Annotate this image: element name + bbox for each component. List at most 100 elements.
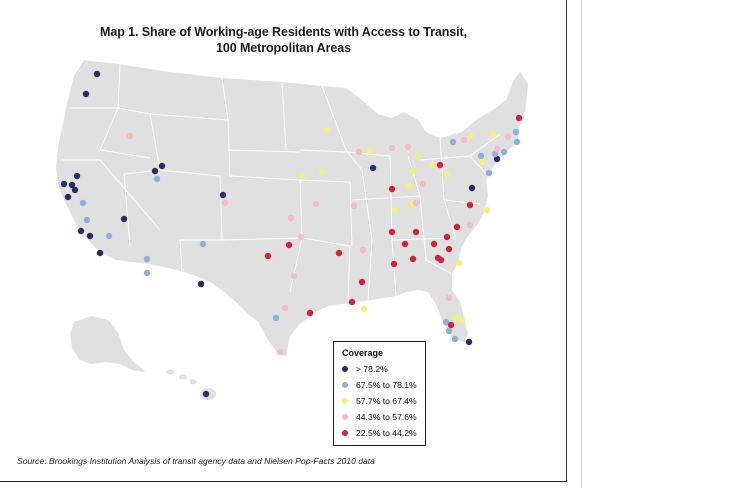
metro-dot [468,184,476,192]
legend-title: Coverage [342,348,384,358]
metro-dot [264,252,272,260]
metro-dot [350,202,358,210]
legend-swatch [342,382,348,388]
legend-label: > 78.2% [356,364,388,374]
contiguous-us-shape [56,60,528,356]
metro-dot [493,155,501,163]
alaska-shape [70,316,146,372]
metro-dot [404,143,412,151]
legend: Coverage > 78.2% 67.5% to 78.1% 57.7% to… [333,341,426,446]
metro-dot [477,152,485,160]
metro-dot [355,148,363,156]
metro-dot [504,133,512,141]
metro-dot [60,180,68,188]
metro-dot [452,314,460,322]
legend-swatch [342,366,348,372]
metro-dot [219,191,227,199]
metro-dot [500,148,508,156]
metro-dot [409,167,417,175]
metro-dot [419,180,427,188]
map-title-line1: Map 1. Share of Working-age Residents wi… [100,25,467,39]
metro-dot [285,241,293,249]
metro-dot [96,249,104,257]
metro-dot [409,255,417,263]
metro-dot [83,216,91,224]
metro-dot [391,206,399,214]
metro-dot [437,256,445,264]
metro-dot [158,162,166,170]
metro-dot [202,390,210,398]
metro-dot [465,338,473,346]
metro-dot [412,199,420,207]
map-title: Map 1. Share of Working-age Residents wi… [0,24,567,56]
metro-dot [126,132,134,140]
metro-dot [153,175,161,183]
metro-dot [390,260,398,268]
legend-item: 22.5% to 44.2% [342,427,417,439]
metro-dot [197,280,205,288]
legend-label: 22.5% to 44.2% [356,428,417,438]
state-borders [62,63,501,301]
metro-dot [443,233,451,241]
metro-dot [442,318,450,326]
metro-dot [366,146,374,154]
metro-dot [221,199,229,207]
metro-dot [489,130,497,138]
metro-dot [93,70,101,78]
source-note: Source: Brookings Institution Analysis o… [17,456,375,466]
metro-dot [388,144,396,152]
metro-dot [199,240,207,248]
metro-dot [513,138,521,146]
metro-dot [455,259,463,267]
metro-dot [466,201,474,209]
metro-dot [71,186,79,194]
metro-dot [348,298,356,306]
metro-dot [491,150,499,158]
legend-label: 44.3% to 57.6% [356,412,417,422]
metro-dot [105,232,113,240]
metro-dot [335,249,343,257]
metro-dot [79,199,87,207]
metro-dot [428,161,436,169]
legend-item: > 78.2% [342,363,388,375]
metro-dot [447,321,455,329]
legend-item: 57.7% to 67.4% [342,395,417,407]
metro-dots [60,70,523,398]
metro-dot [323,126,331,134]
page-divider [581,0,582,488]
legend-item: 67.5% to 78.1% [342,379,417,391]
metro-dot [281,304,289,312]
metro-dot [151,167,159,175]
metro-dot [466,221,474,229]
metro-dot [460,136,468,144]
legend-item: 44.3% to 57.6% [342,411,417,423]
map-frame [0,0,567,482]
metro-dot [443,170,451,178]
map-title-line2: 100 Metropolitan Areas [216,41,351,55]
metro-dot [143,255,151,263]
metro-dot [388,185,396,193]
legend-label: 57.7% to 67.4% [356,396,417,406]
legend-swatch [342,414,348,420]
legend-label: 67.5% to 78.1% [356,380,417,390]
metro-dot [478,158,486,166]
metro-dot [318,168,326,176]
metro-dot [405,182,413,190]
metro-dot [272,314,280,322]
land [56,60,528,400]
metro-dot [445,327,453,335]
metro-dot [414,152,422,160]
metro-dot [73,172,81,180]
metro-dot [306,309,314,317]
metro-dot [485,169,493,177]
metro-dot [358,278,366,286]
us-map [56,60,528,400]
legend-swatch [342,430,348,436]
metro-dot [458,316,466,324]
metro-dot [290,272,298,280]
legend-swatch [342,398,348,404]
metro-dot [312,200,320,208]
metro-dot [297,233,305,241]
metro-dot [445,294,453,302]
metro-dot [68,181,76,189]
